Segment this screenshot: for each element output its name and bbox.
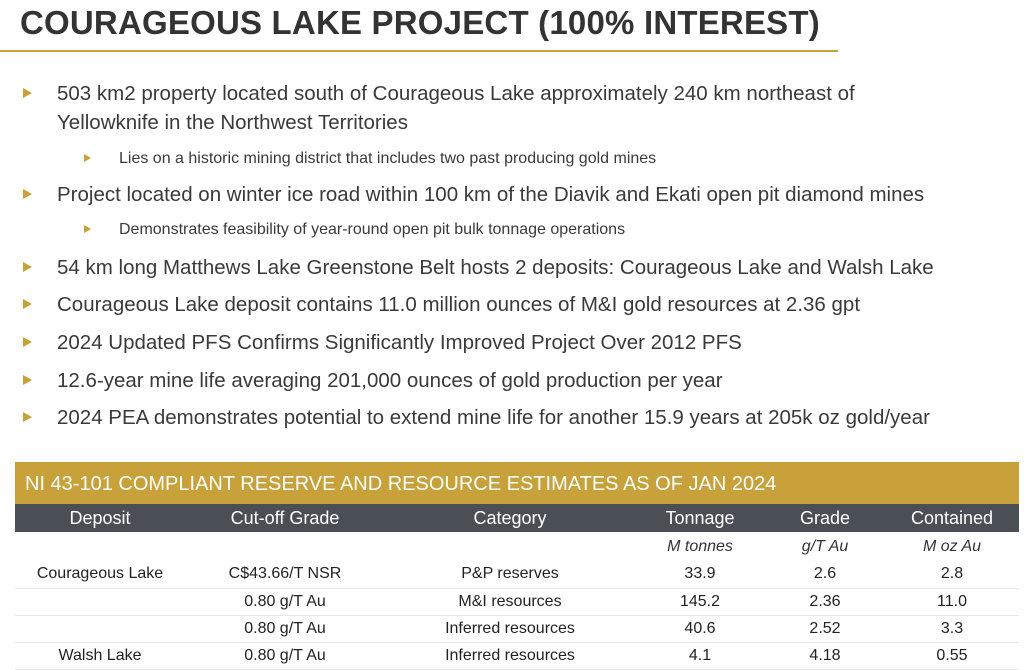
table-cell: 0.80 g/T Au [185,615,385,643]
table-cell: 2.8 [885,561,1019,589]
bullet-text: Courageous Lake deposit contains 11.0 mi… [57,293,861,316]
triangle-bullet-icon [23,189,32,199]
title-underline [0,50,838,52]
unit-cell: M oz Au [922,537,982,555]
table-cell: 33.9 [635,561,765,589]
table-cell: 3.3 [885,615,1019,643]
page-title: COURAGEOUS LAKE PROJECT (100% INTEREST) [20,4,820,41]
unit-cell: g/T Au [801,537,849,555]
unit-cell [185,532,385,561]
bullet-item: Courageous Lake deposit contains 11.0 mi… [0,290,860,319]
table-cell: 4.1 [635,642,765,670]
table-cell: M&I resources [385,588,635,616]
triangle-bullet-icon [84,154,91,162]
column-header-cutoff-grade: Cut-off Grade [185,504,385,532]
column-header-tonnage: Tonnage [635,504,765,532]
table-row: 0.80 g/T Au M&I resources 145.2 2.36 11.… [15,588,1019,616]
unit-cell [15,532,185,561]
table-cell: 2.36 [765,588,885,616]
unit-cell: M tonnes [667,537,733,555]
table-cell: Walsh Lake [15,642,185,670]
table-row: Courageous Lake C$43.66/T NSR P&P reserv… [15,561,1019,589]
table-header-row: Deposit Cut-off Grade Category Tonnage G… [15,504,1019,532]
table-heading: NI 43-101 COMPLIANT RESERVE AND RESOURCE… [15,462,1019,504]
bullet-item: 503 km2 property located south of Courag… [0,79,855,137]
table-cell [15,588,185,616]
column-header-category: Category [385,504,635,532]
bullet-text: 12.6-year mine life averaging 201,000 ou… [57,369,723,392]
bullet-text: 2024 PEA demonstrates potential to exten… [57,406,930,429]
table-cell: 40.6 [635,615,765,643]
resource-table: NI 43-101 COMPLIANT RESERVE AND RESOURCE… [15,462,1019,670]
table-cell: 2.52 [765,615,885,643]
table-cell: Inferred resources [385,642,635,670]
table-cell [15,615,185,643]
table-cell: Inferred resources [385,615,635,643]
triangle-bullet-icon [23,375,32,385]
triangle-bullet-icon [23,299,32,309]
bullet-item: Project located on winter ice road withi… [0,180,924,209]
bullet-text: Project located on winter ice road withi… [57,183,925,206]
unit-cell [385,532,635,561]
table-cell: 0.80 g/T Au [185,588,385,616]
table-cell: 2.6 [765,561,885,589]
column-header-grade: Grade [765,504,885,532]
table-cell: 0.80 g/T Au [185,642,385,670]
table-cell: 11.0 [885,588,1019,616]
sub-bullet-item: Lies on a historic mining district that … [0,148,656,170]
sub-bullet-text: Demonstrates feasibility of year-round o… [119,221,626,238]
table-cell: Courageous Lake [15,561,185,589]
bullet-item: 2024 PEA demonstrates potential to exten… [0,403,930,432]
table-row: 0.80 g/T Au Inferred resources 40.6 2.52… [15,615,1019,643]
triangle-bullet-icon [23,412,32,422]
bullet-text: 2024 Updated PFS Confirms Significantly … [57,331,742,354]
table-cell: 145.2 [635,588,765,616]
column-header-contained: Contained [885,504,1019,532]
bullet-item: 2024 Updated PFS Confirms Significantly … [0,328,742,357]
sub-bullet-item: Demonstrates feasibility of year-round o… [0,219,625,241]
table-cell: 4.18 [765,642,885,670]
bullet-item: 54 km long Matthews Lake Greenstone Belt… [0,253,934,282]
bullet-text-continued: Yellowknife in the Northwest Territories [57,111,408,134]
table-row: Walsh Lake 0.80 g/T Au Inferred resource… [15,642,1019,670]
triangle-bullet-icon [23,262,32,272]
bullet-text: 503 km2 property located south of Courag… [57,82,855,105]
units-row: M tonnes g/T Au M oz Au [15,532,1019,561]
sub-bullet-text: Lies on a historic mining district that … [119,150,657,167]
table-cell: C$43.66/T NSR [185,561,385,589]
triangle-bullet-icon [23,337,32,347]
column-header-deposit: Deposit [15,504,185,532]
table-cell: P&P reserves [385,561,635,589]
table-cell: 0.55 [885,642,1019,670]
triangle-bullet-icon [84,225,91,233]
estimates-table: Deposit Cut-off Grade Category Tonnage G… [15,504,1019,670]
bullet-item: 12.6-year mine life averaging 201,000 ou… [0,366,723,395]
triangle-bullet-icon [23,88,32,98]
bullet-text: 54 km long Matthews Lake Greenstone Belt… [57,256,934,279]
